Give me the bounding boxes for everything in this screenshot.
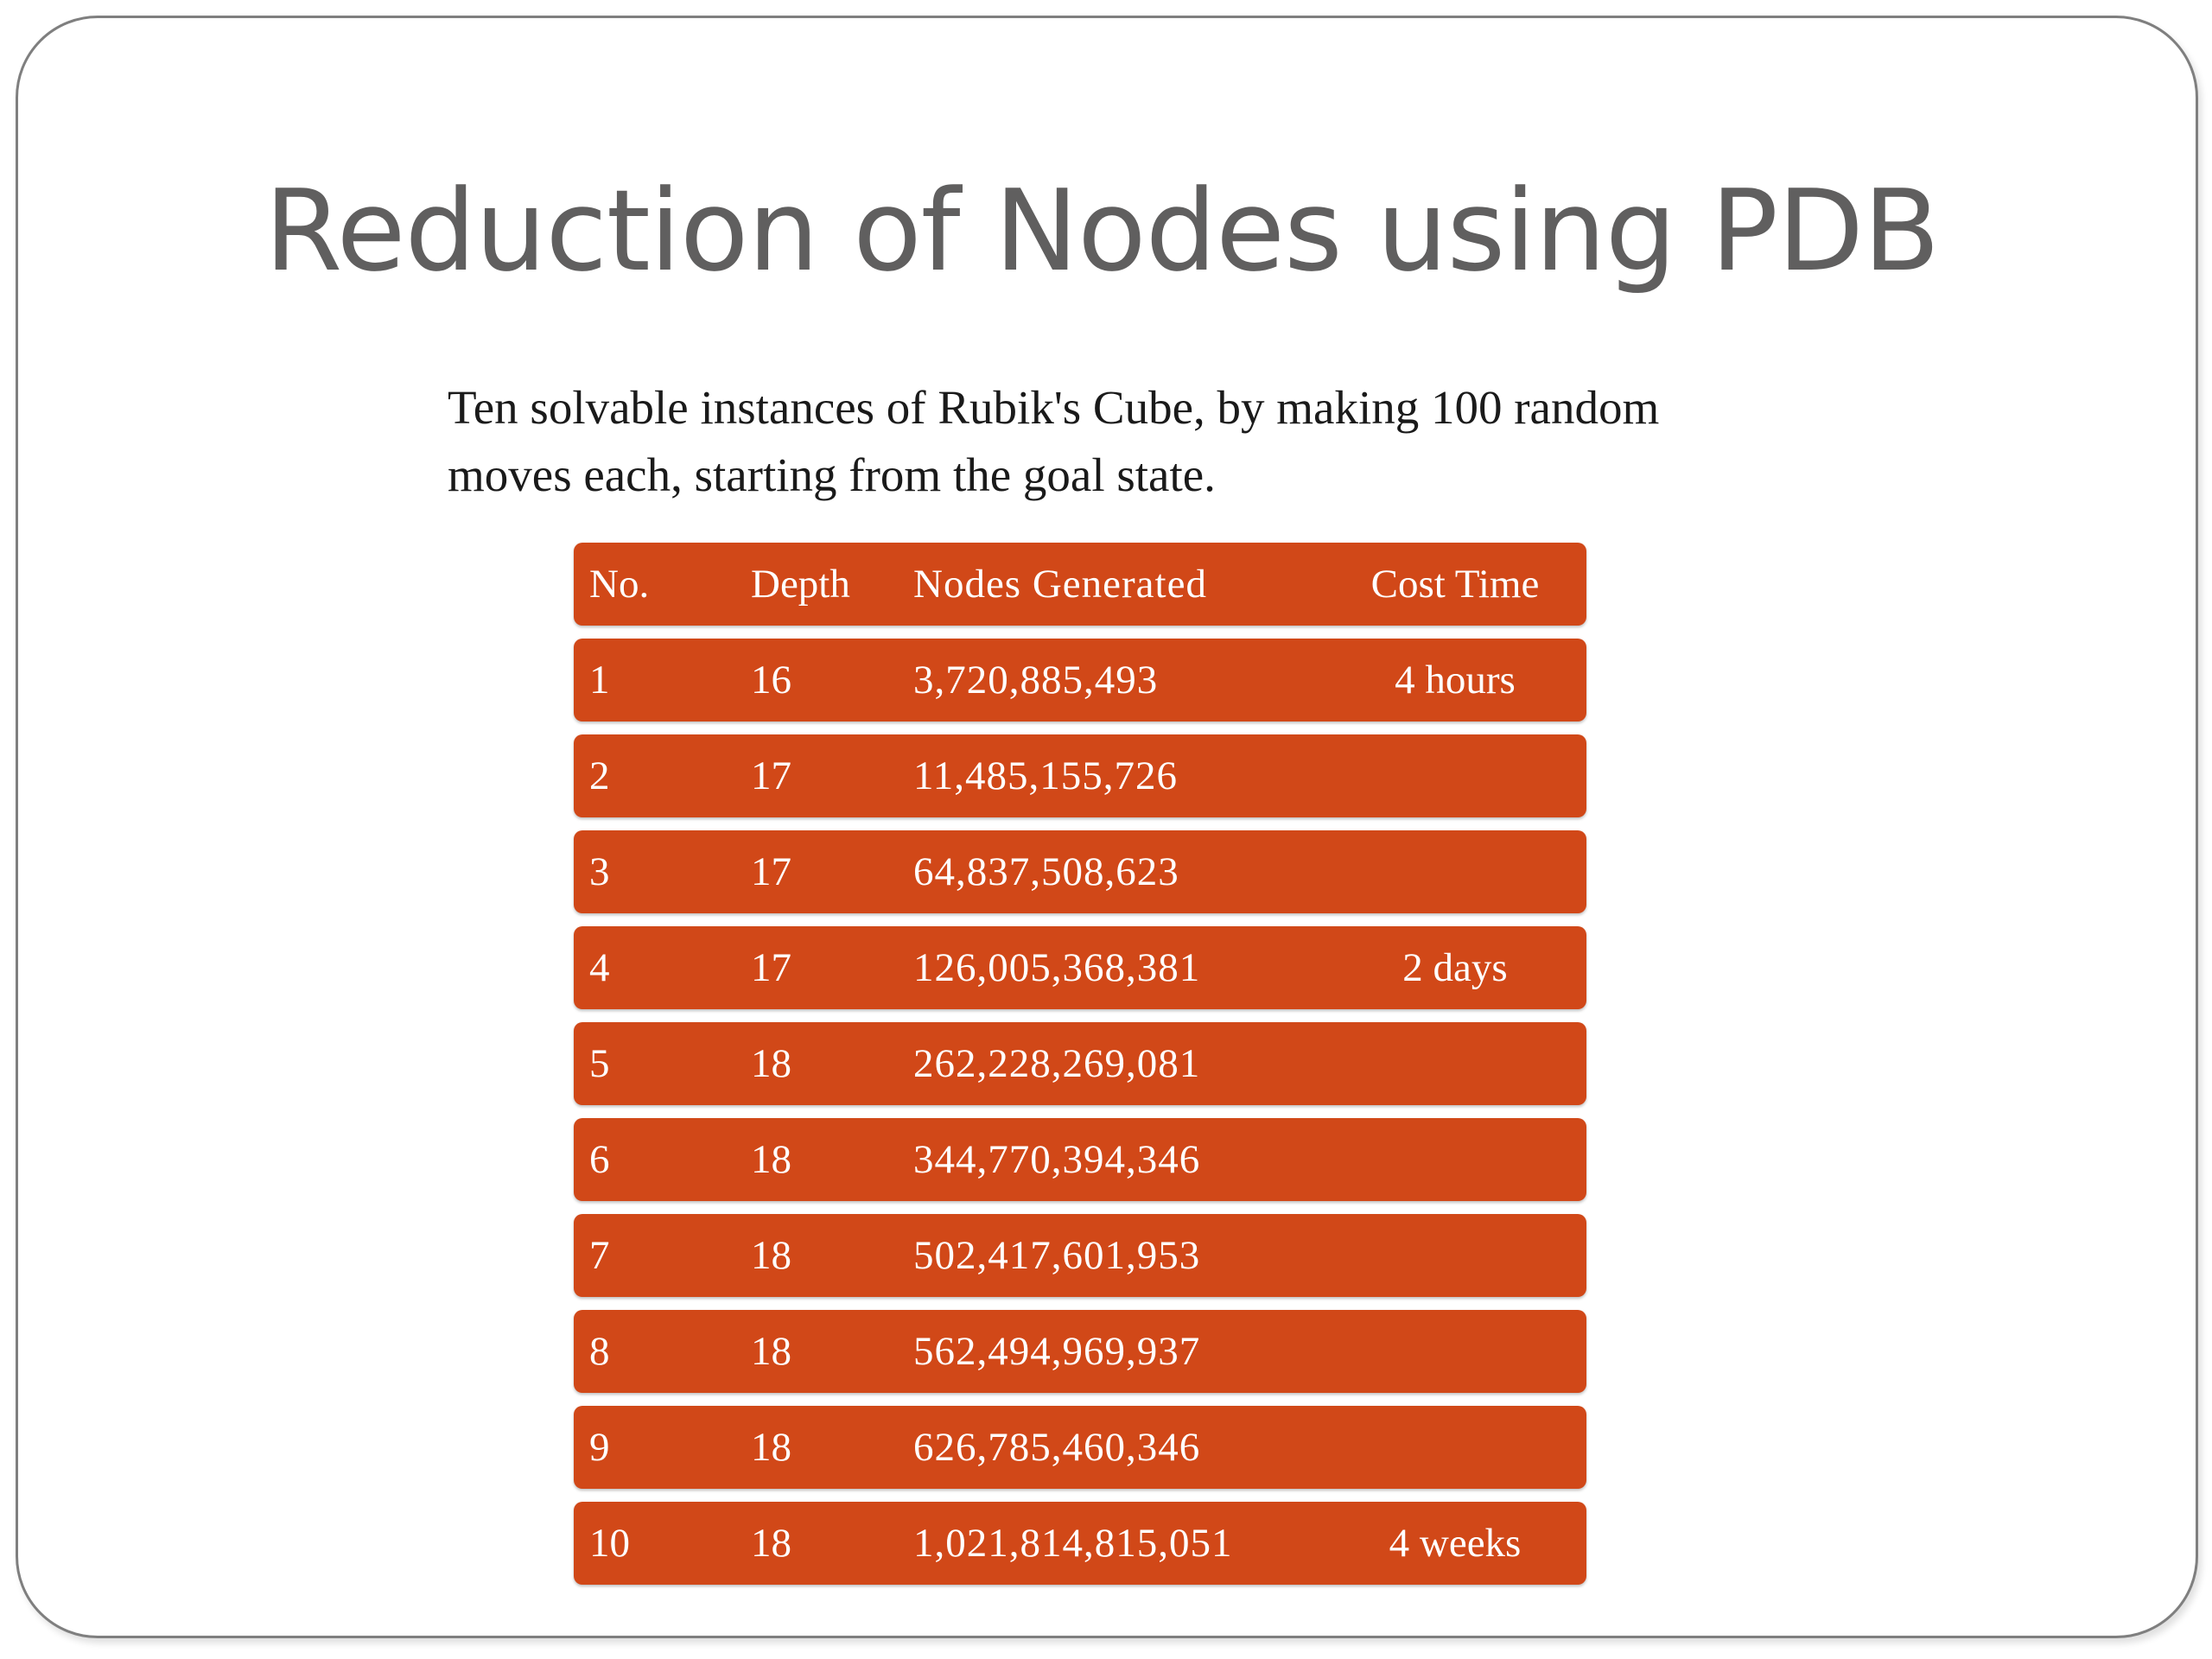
cell-no: 10 [589, 1521, 630, 1566]
cell-depth: 17 [751, 753, 791, 798]
table-row: 10 18 1,021,814,815,051 4 weeks [574, 1502, 1586, 1585]
cell-nodes: 126,005,368,381 [913, 945, 1201, 990]
cell-no: 4 [589, 945, 610, 990]
cell-depth: 18 [751, 1329, 791, 1374]
cell-nodes: 502,417,601,953 [913, 1233, 1201, 1278]
cell-time: 4 hours [1395, 658, 1516, 702]
cell-no: 6 [589, 1137, 610, 1182]
table-row: 4 17 126,005,368,381 2 days [574, 926, 1586, 1009]
table-row: 8 18 562,494,969,937 [574, 1310, 1586, 1393]
cell-nodes: 64,837,508,623 [913, 849, 1179, 894]
table-row: 9 18 626,785,460,346 [574, 1406, 1586, 1489]
header-no: No. [589, 562, 650, 607]
table-row: 5 18 262,228,269,081 [574, 1022, 1586, 1105]
header-nodes-generated: Nodes Generated [913, 562, 1207, 607]
cell-no: 5 [589, 1041, 610, 1086]
header-depth: Depth [751, 562, 850, 607]
table-row: 3 17 64,837,508,623 [574, 830, 1586, 913]
table-row: 7 18 502,417,601,953 [574, 1214, 1586, 1297]
cell-depth: 18 [751, 1521, 791, 1566]
cell-no: 1 [589, 658, 610, 702]
cell-depth: 17 [751, 945, 791, 990]
cell-nodes: 3,720,885,493 [913, 658, 1159, 702]
table-row: 1 16 3,720,885,493 4 hours [574, 639, 1586, 721]
cell-nodes: 262,228,269,081 [913, 1041, 1201, 1086]
cell-nodes: 1,021,814,815,051 [913, 1521, 1233, 1566]
cell-no: 3 [589, 849, 610, 894]
slide-title: Reduction of Nodes using PDB [264, 165, 1940, 296]
results-table: No. Depth Nodes Generated Cost Time 1 16… [574, 543, 1586, 1598]
header-cost-time: Cost Time [1370, 562, 1540, 607]
cell-depth: 16 [751, 658, 791, 702]
cell-time: 2 days [1402, 945, 1508, 990]
table-row: 6 18 344,770,394,346 [574, 1118, 1586, 1201]
cell-nodes: 626,785,460,346 [913, 1425, 1201, 1470]
cell-nodes: 344,770,394,346 [913, 1137, 1201, 1182]
slide-subtitle: Ten solvable instances of Rubik's Cube, … [448, 381, 1660, 501]
cell-no: 9 [589, 1425, 610, 1470]
cell-nodes: 562,494,969,937 [913, 1329, 1201, 1374]
cell-time: 4 weeks [1389, 1521, 1522, 1566]
cell-depth: 18 [751, 1041, 791, 1086]
cell-nodes: 11,485,155,726 [913, 753, 1179, 798]
cell-depth: 18 [751, 1233, 791, 1278]
cell-no: 8 [589, 1329, 610, 1374]
table-header-row: No. Depth Nodes Generated Cost Time [574, 543, 1586, 626]
cell-no: 2 [589, 753, 610, 798]
slide-frame: Reduction of Nodes using PDB Ten solvabl… [16, 16, 2198, 1638]
cell-depth: 18 [751, 1137, 791, 1182]
cell-no: 7 [589, 1233, 610, 1278]
table-row: 2 17 11,485,155,726 [574, 734, 1586, 817]
cell-depth: 18 [751, 1425, 791, 1470]
cell-depth: 17 [751, 849, 791, 894]
